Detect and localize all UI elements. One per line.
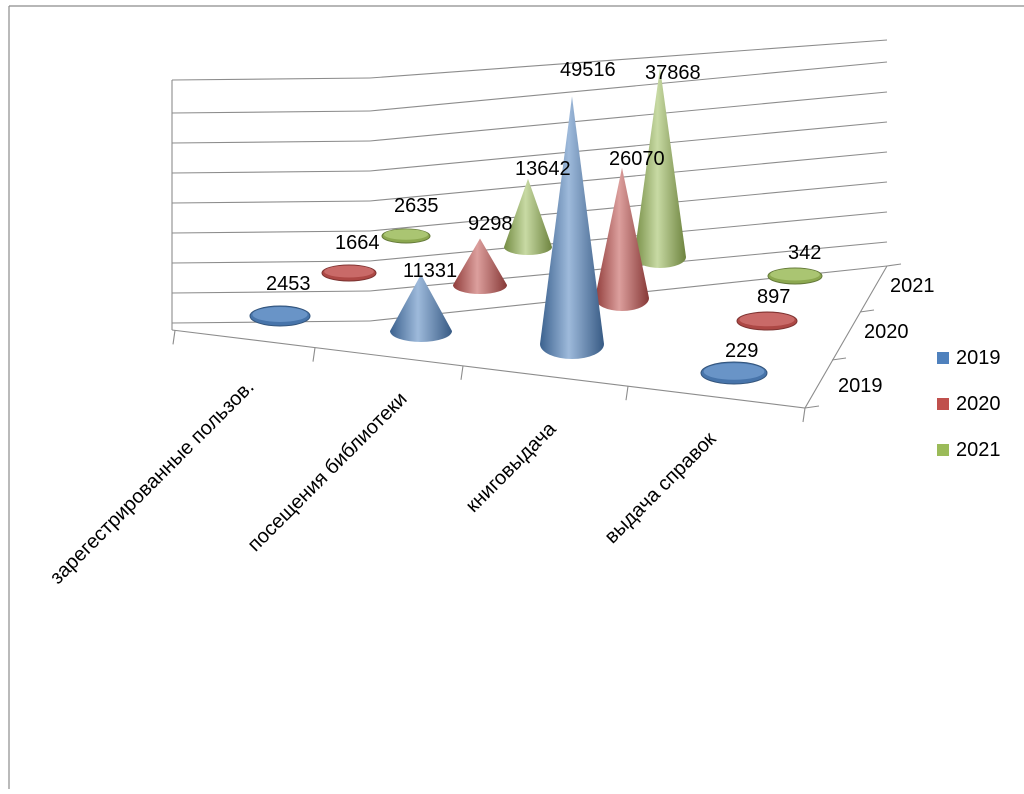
cone-body: [504, 178, 552, 255]
chart-border: [8, 5, 1024, 789]
cone-body: [390, 274, 452, 342]
depth-tick: [804, 405, 820, 409]
data-label: 2635: [394, 195, 439, 217]
cone-2019-1: [390, 274, 452, 342]
category-label: посещения библиотеки: [243, 388, 411, 556]
category-tick: [172, 330, 176, 345]
data-label: 11331: [403, 260, 457, 282]
cone-2020-3: [736, 311, 798, 331]
legend-item-2020: 2020: [937, 393, 1001, 415]
legend-item-2021: 2021: [937, 439, 1001, 461]
depth-label: 2020: [864, 321, 909, 343]
gridline-back: [369, 39, 888, 79]
depth-tick: [859, 309, 875, 313]
depth-tick: [886, 263, 902, 267]
category-label: книговыдача: [462, 417, 562, 517]
data-label: 342: [788, 242, 821, 264]
category-label: выдача справок: [600, 428, 720, 548]
data-label: 1664: [335, 232, 380, 254]
cone-2021-2: [634, 67, 686, 268]
cone-2019-0: [249, 305, 311, 327]
gridline-left: [171, 230, 371, 234]
gridline-back: [369, 91, 888, 142]
cone-body: [453, 238, 507, 294]
data-label: 13642: [515, 158, 571, 180]
cone-2020-1: [453, 238, 507, 294]
data-label: 49516: [560, 59, 616, 81]
cone-2019-3: [700, 361, 768, 385]
category-tick: [312, 347, 316, 362]
cone-body: [540, 96, 604, 360]
gridline-left: [171, 290, 371, 294]
category-tick: [625, 386, 629, 401]
data-label: 26070: [609, 148, 665, 170]
legend-swatch: [937, 444, 949, 456]
category-label: зарегестрированные пользов.: [46, 376, 259, 589]
cone-2020-2: [595, 167, 649, 311]
cone-2021-0: [381, 228, 431, 244]
legend-label: 2019: [956, 347, 1001, 369]
gridline-back: [369, 151, 888, 202]
data-label: 229: [725, 340, 758, 362]
legend-label: 2020: [956, 393, 1001, 415]
category-tick: [802, 407, 806, 423]
category-tick: [460, 365, 464, 380]
data-label: 2453: [266, 273, 311, 295]
cone-2021-1: [504, 178, 552, 255]
cone-2019-2: [540, 96, 604, 360]
legend-label: 2021: [956, 439, 1001, 461]
gridline-left: [171, 260, 371, 264]
legend-swatch: [937, 398, 949, 410]
cone-body: [595, 167, 649, 311]
data-label: 9298: [468, 213, 513, 235]
legend-item-2019: 2019: [937, 347, 1001, 369]
depth-tick: [831, 357, 847, 361]
gridline-back: [369, 121, 888, 172]
data-label: 897: [757, 286, 790, 308]
cone-2020-0: [321, 264, 377, 282]
data-label: 37868: [645, 62, 701, 84]
depth-label: 2021: [890, 275, 935, 297]
gridline-left: [171, 170, 371, 174]
cone-body: [634, 67, 686, 268]
gridline-left: [171, 140, 371, 144]
gridline-left: [171, 77, 371, 81]
cone-2021-3: [767, 267, 823, 285]
gridline-left: [171, 200, 371, 204]
gridline-left: [171, 110, 371, 114]
gridline-back: [369, 61, 888, 112]
depth-label: 2019: [838, 375, 883, 397]
legend-swatch: [937, 352, 949, 364]
